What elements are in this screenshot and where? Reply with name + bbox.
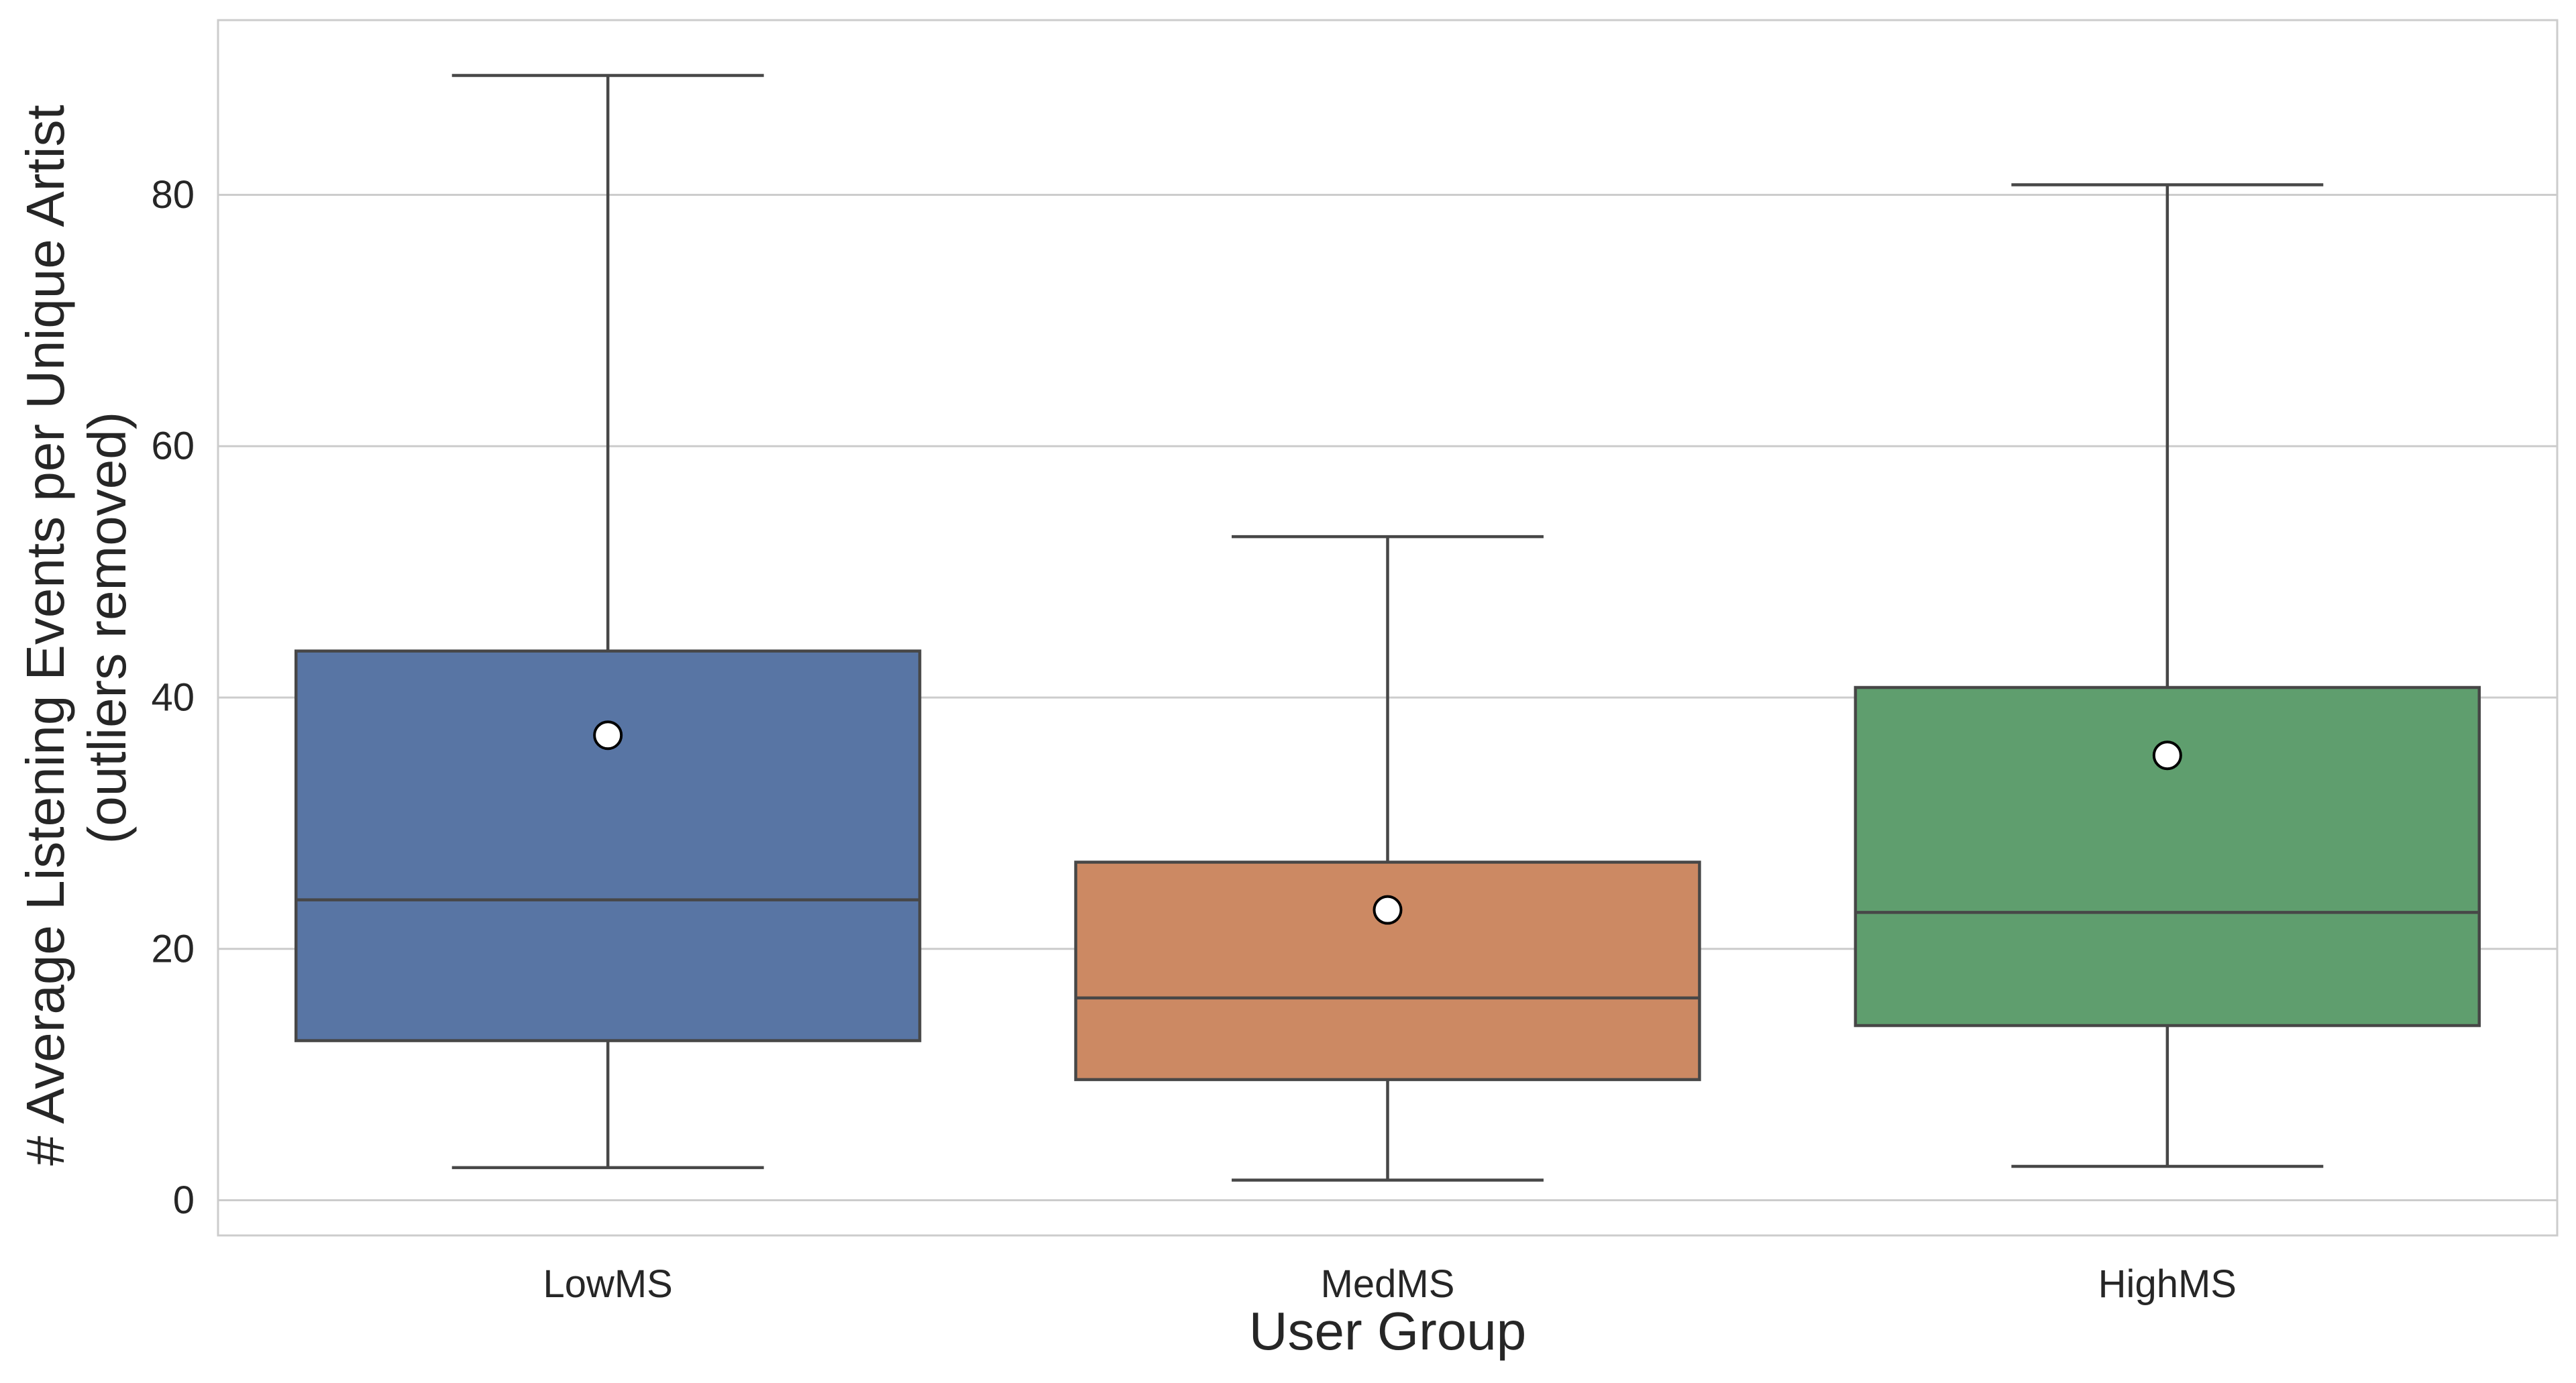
- y-axis-ticks: 0 20 40 60 80: [151, 173, 195, 1222]
- iqr-box: [1074, 861, 1701, 1081]
- y-tick-label-60: 60: [151, 425, 195, 468]
- iqr-box: [294, 649, 922, 1042]
- y-tick-label-20: 20: [151, 927, 195, 971]
- mean-marker: [2152, 740, 2182, 771]
- x-axis-ticks: LowMS MedMS HighMS: [543, 1262, 2237, 1306]
- mean-marker: [1373, 895, 1403, 925]
- x-tick-label-highms: HighMS: [2098, 1262, 2237, 1306]
- y-axis-label-line-1: # Average Listening Events per Unique Ar…: [15, 105, 75, 1166]
- y-axis-label-line-2: (outliers removed): [77, 412, 137, 844]
- x-tick-label-medms: MedMS: [1321, 1262, 1455, 1306]
- y-tick-label-0: 0: [173, 1178, 195, 1222]
- plot-frame: [217, 19, 2559, 1237]
- y-axis-label: # Average Listening Events per Unique Ar…: [15, 90, 137, 1166]
- x-axis-label: User Group: [1249, 1301, 1526, 1361]
- boxes: [294, 74, 2481, 1182]
- x-tick-label-lowms: LowMS: [543, 1262, 672, 1306]
- iqr-box: [1854, 685, 2481, 1028]
- box-group-highms: [1854, 183, 2481, 1168]
- box-group-medms: [1074, 535, 1701, 1182]
- box-group-lowms: [294, 74, 922, 1170]
- y-tick-label-80: 80: [151, 173, 195, 217]
- mean-marker: [593, 720, 623, 751]
- y-tick-label-40: 40: [151, 675, 195, 719]
